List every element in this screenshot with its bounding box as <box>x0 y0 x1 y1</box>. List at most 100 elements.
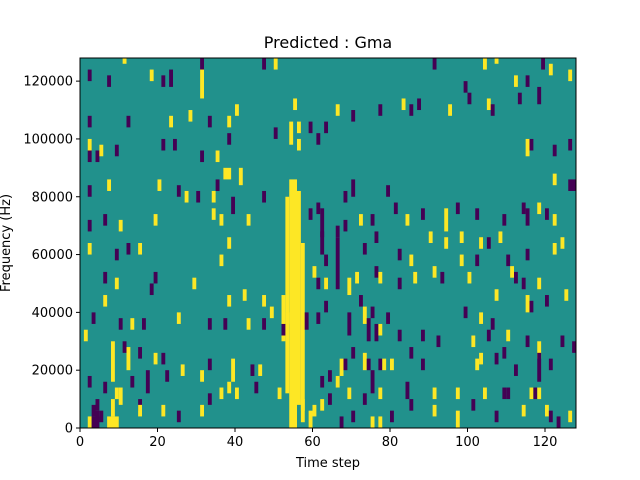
heatmap-cell <box>533 387 538 400</box>
x-tick-label: 0 <box>76 435 84 450</box>
heatmap-cell <box>471 399 476 411</box>
heatmap-cell <box>572 341 577 353</box>
heatmap-cell <box>393 202 398 215</box>
heatmap-cell <box>227 295 232 307</box>
heatmap-cell <box>347 387 352 400</box>
heatmap-cell <box>564 289 569 301</box>
heatmap-cell <box>316 312 321 324</box>
heatmap-cell <box>475 254 480 267</box>
heatmap-cell <box>405 381 410 400</box>
heatmap-cell <box>238 167 243 186</box>
heatmap-cell <box>223 167 232 180</box>
heatmap-cell <box>355 271 360 284</box>
heatmap-cell <box>138 399 143 411</box>
heatmap-cell <box>87 185 92 197</box>
heatmap-cell <box>176 185 181 197</box>
heatmap-cell <box>335 104 340 116</box>
heatmap-cell <box>219 214 224 226</box>
heatmap-cell <box>351 410 356 423</box>
heatmap-cell <box>297 190 301 405</box>
heatmap-cell <box>107 179 112 191</box>
heatmap-cell <box>99 410 104 423</box>
heatmap-cell <box>486 329 491 342</box>
heatmap-cell <box>297 138 301 151</box>
heatmap-cell <box>475 358 480 371</box>
heatmap-cell <box>161 404 166 417</box>
heatmap-cell <box>479 312 484 324</box>
heatmap-cell <box>455 387 460 400</box>
heatmap-cell <box>207 393 212 405</box>
heatmap-cell <box>432 266 437 278</box>
heatmap-cell <box>149 69 154 82</box>
heatmap-cell <box>169 115 174 128</box>
heatmap-cell <box>107 75 112 87</box>
heatmap-cell <box>343 190 348 203</box>
heatmap-cell <box>552 144 557 157</box>
heatmap-cell <box>463 81 468 93</box>
heatmap-cell <box>320 399 325 411</box>
heatmap-cell <box>297 121 301 134</box>
heatmap-cell <box>517 92 522 105</box>
heatmap-cell <box>378 358 383 371</box>
heatmap-cell <box>525 138 530 157</box>
heatmap-cell <box>421 358 425 371</box>
heatmap-cell <box>312 266 317 278</box>
heatmap-cell <box>235 387 239 400</box>
heatmap-cell <box>262 190 267 203</box>
heatmap-cell <box>83 329 88 342</box>
heatmap-cell <box>525 248 530 261</box>
heatmap-cell <box>362 306 367 324</box>
heatmap-cell <box>479 352 484 365</box>
heatmap-cell <box>103 381 108 394</box>
heatmap-cell <box>386 312 391 324</box>
heatmap-cell <box>335 375 340 388</box>
heatmap-cell <box>91 312 96 324</box>
heatmap-cell <box>529 300 534 313</box>
heatmap-cell <box>421 208 425 220</box>
heatmap-cell <box>227 115 232 128</box>
heatmap-cell <box>320 231 325 255</box>
heatmap-cell <box>521 404 526 417</box>
heatmap-cell <box>169 69 174 87</box>
heatmap-cell <box>231 196 236 215</box>
heatmap-cell <box>390 410 394 423</box>
heatmap-cell <box>409 254 414 267</box>
heatmap-cell <box>328 370 332 382</box>
heatmap-cell <box>153 271 158 284</box>
heatmap-cell <box>262 318 267 330</box>
heatmap-cell <box>312 404 317 417</box>
heatmap-cell <box>455 202 460 215</box>
heatmap-cell <box>537 341 542 359</box>
heatmap-cell <box>269 306 274 319</box>
heatmap-cell <box>211 208 216 220</box>
heatmap-cell <box>552 243 557 255</box>
heatmap-cell <box>556 416 561 428</box>
heatmap-cell <box>200 370 205 382</box>
heatmap-cell <box>118 219 123 232</box>
heatmap-cell <box>568 69 573 82</box>
heatmap-cell <box>548 63 553 76</box>
heatmap-cell <box>87 138 92 151</box>
heatmap-cell <box>432 387 437 400</box>
heatmap-cell <box>421 329 425 342</box>
heatmap-cell <box>289 179 297 428</box>
heatmap-cell <box>103 295 108 307</box>
heatmap-cell <box>514 364 518 376</box>
heatmap-cell <box>409 399 414 411</box>
heatmap-cell <box>459 231 464 243</box>
heatmap-cell <box>320 208 325 238</box>
heatmap-cell <box>281 323 286 336</box>
heatmap-cell <box>262 295 267 307</box>
heatmap-cell <box>250 364 255 376</box>
x-tick-label: 120 <box>533 435 558 450</box>
heatmap-cell <box>324 277 329 290</box>
heatmap-cell <box>432 58 437 70</box>
heatmap-cell <box>87 416 92 428</box>
heatmap-cell <box>545 295 549 307</box>
heatmap-cell <box>374 231 379 243</box>
heatmap-cell <box>374 266 379 278</box>
heatmap-cell <box>494 58 499 64</box>
heatmap-cell <box>432 404 437 417</box>
heatmap-cell <box>339 416 344 428</box>
heatmap-cell <box>99 144 104 157</box>
